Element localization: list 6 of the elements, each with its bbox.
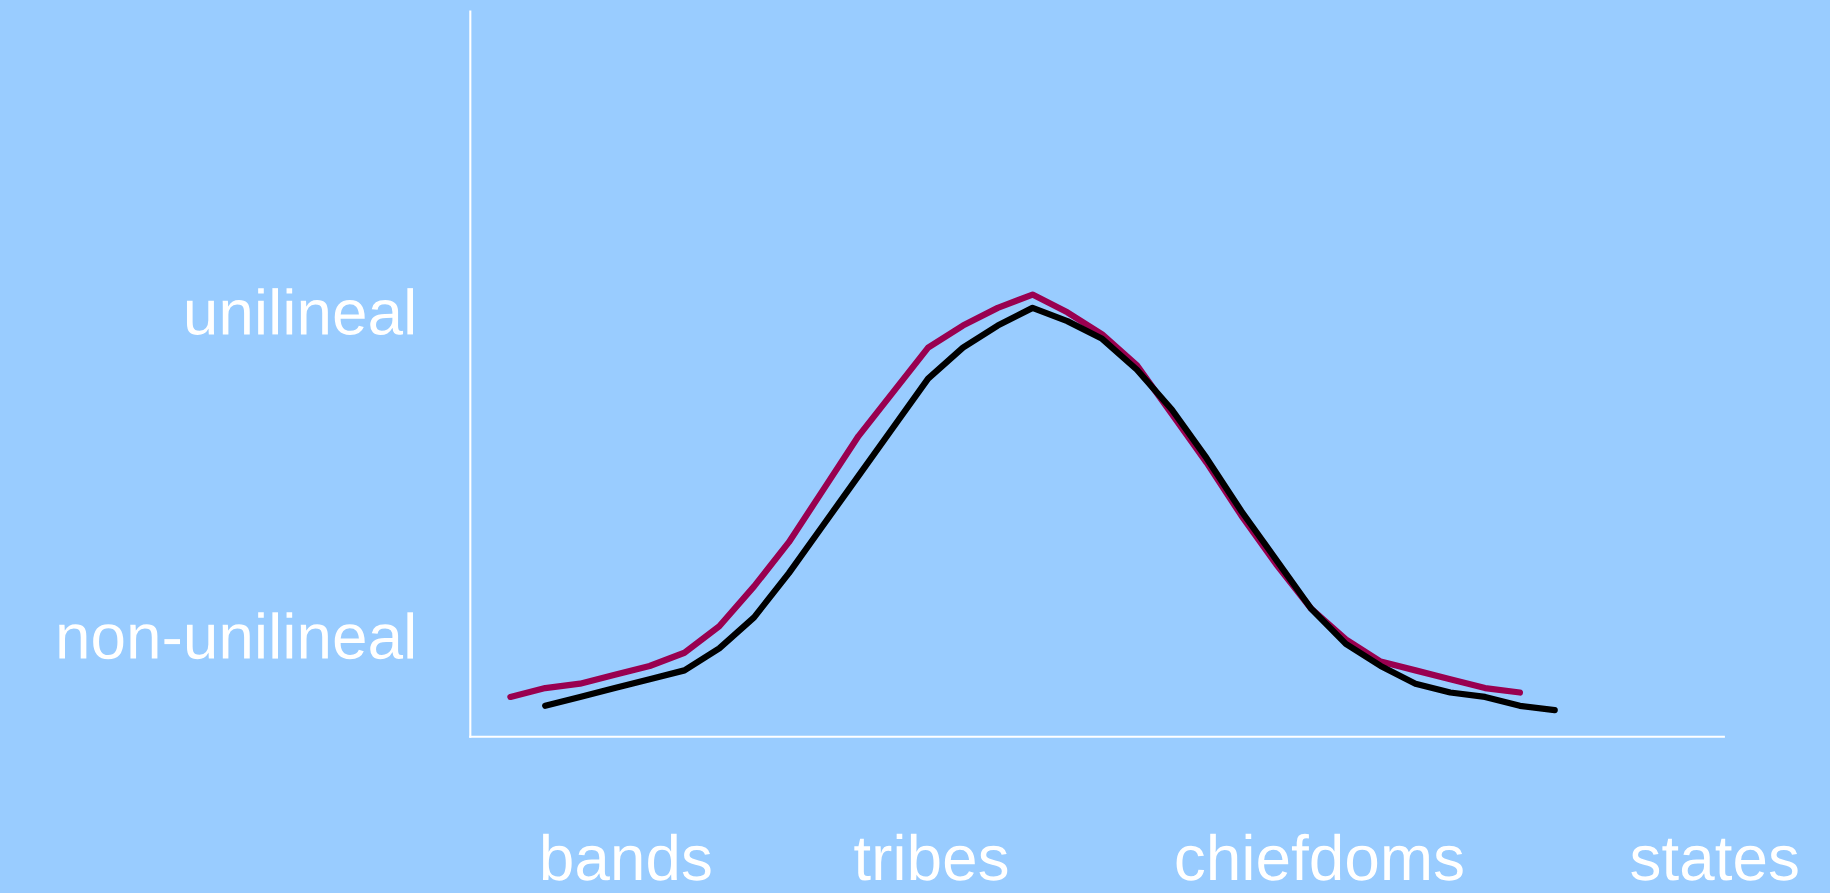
text: chiefdoms [1176,833,1463,881]
text: unilineal [186,288,413,336]
text: tribes [854,833,1008,881]
text: bands [542,833,711,881]
text: states [1631,838,1798,881]
text: non-unilineal [59,612,413,660]
